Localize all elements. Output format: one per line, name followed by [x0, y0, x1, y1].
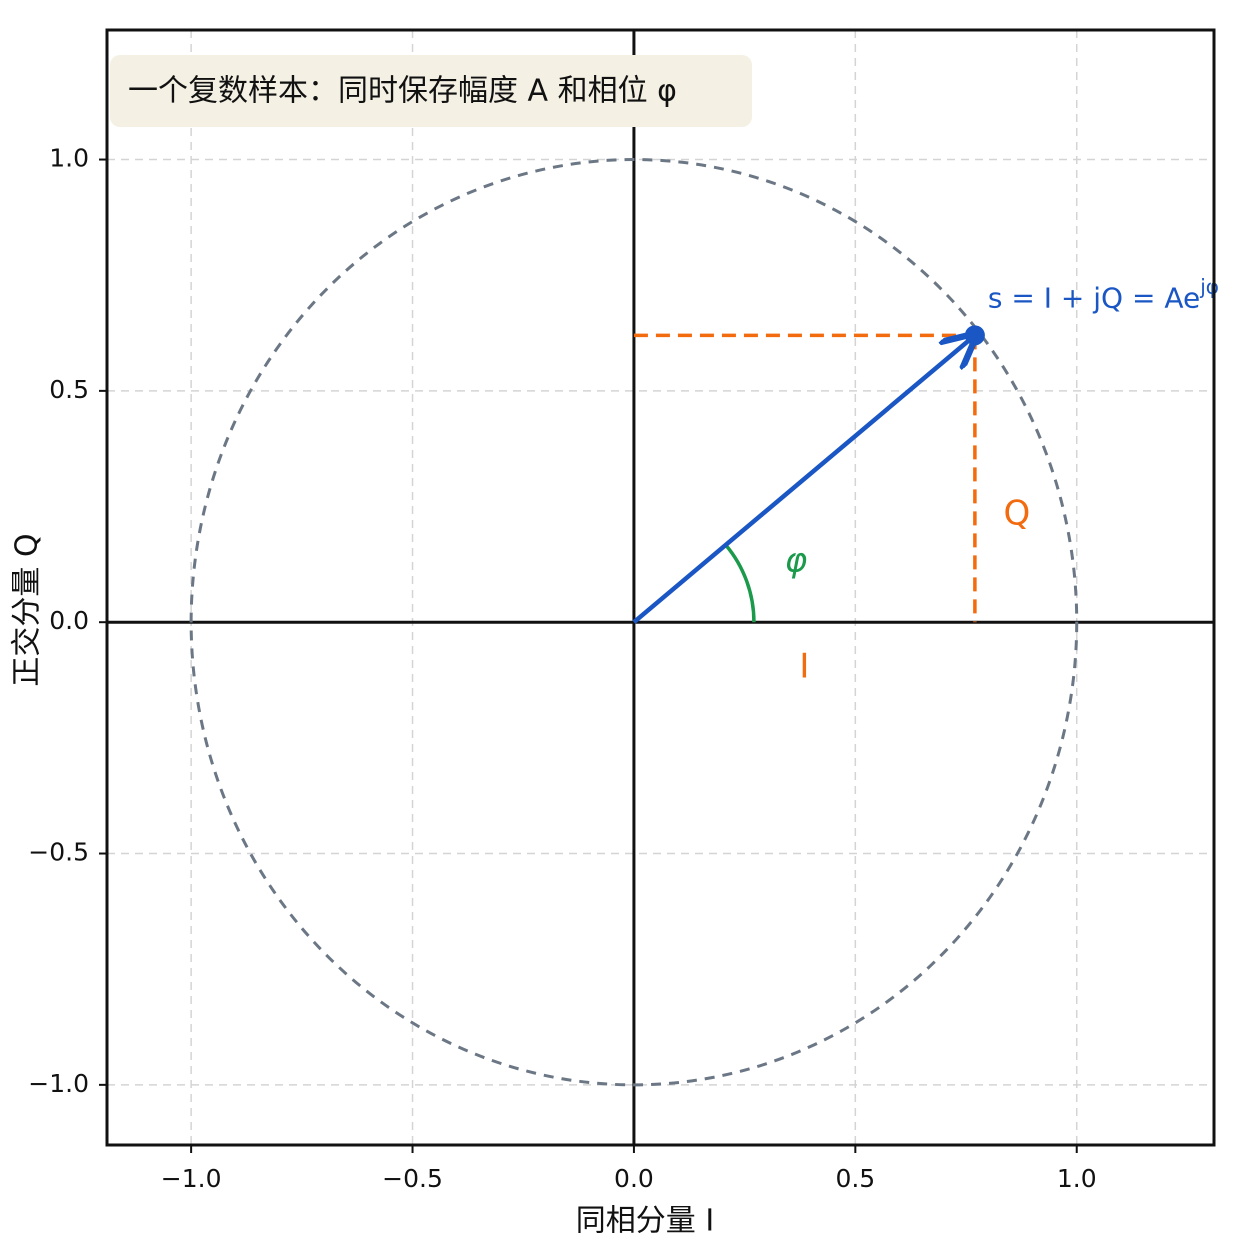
plot-frame	[105, 28, 1216, 1147]
angle-arc	[724, 543, 756, 623]
point-label-main: s = I + jQ = Ae	[988, 281, 1200, 314]
title-box	[110, 55, 752, 127]
angle-label: φ	[785, 541, 808, 581]
point-label: s = I + jQ = Aejφ	[988, 274, 1219, 315]
vector-arrow	[632, 335, 975, 624]
y-tick-label: 1.0	[49, 144, 89, 173]
x-tick-label: −1.0	[161, 1164, 222, 1193]
plot-layer: −1.0 −0.5 0.0 0.5 1.0 −1.0 −0.5 0.0 0.5 1.0 s = I …	[28, 30, 1219, 1193]
y-axis-label: 正交分量 Q	[10, 533, 45, 686]
quadrature-label: Q	[1004, 493, 1031, 533]
x-tick-label: 0.5	[835, 1164, 875, 1193]
in-phase-label: I	[799, 647, 809, 687]
x-axis-label: 同相分量 I	[576, 1204, 714, 1239]
x-tick-label: 0.0	[614, 1164, 654, 1193]
sample-point	[964, 325, 985, 346]
y-tick-label: −0.5	[28, 838, 89, 867]
point-label-superscript: jφ	[1199, 274, 1219, 298]
y-tick-label: 0.5	[49, 375, 89, 404]
x-tick-label: −0.5	[382, 1164, 443, 1193]
y-tick-label: −1.0	[28, 1069, 89, 1098]
x-tick-label: 1.0	[1057, 1164, 1097, 1193]
unit-circle	[189, 158, 1079, 1087]
y-tick-label: 0.0	[49, 606, 89, 635]
chart-title: 一个复数样本：同时保存幅度 A 和相位 φ	[128, 74, 677, 109]
